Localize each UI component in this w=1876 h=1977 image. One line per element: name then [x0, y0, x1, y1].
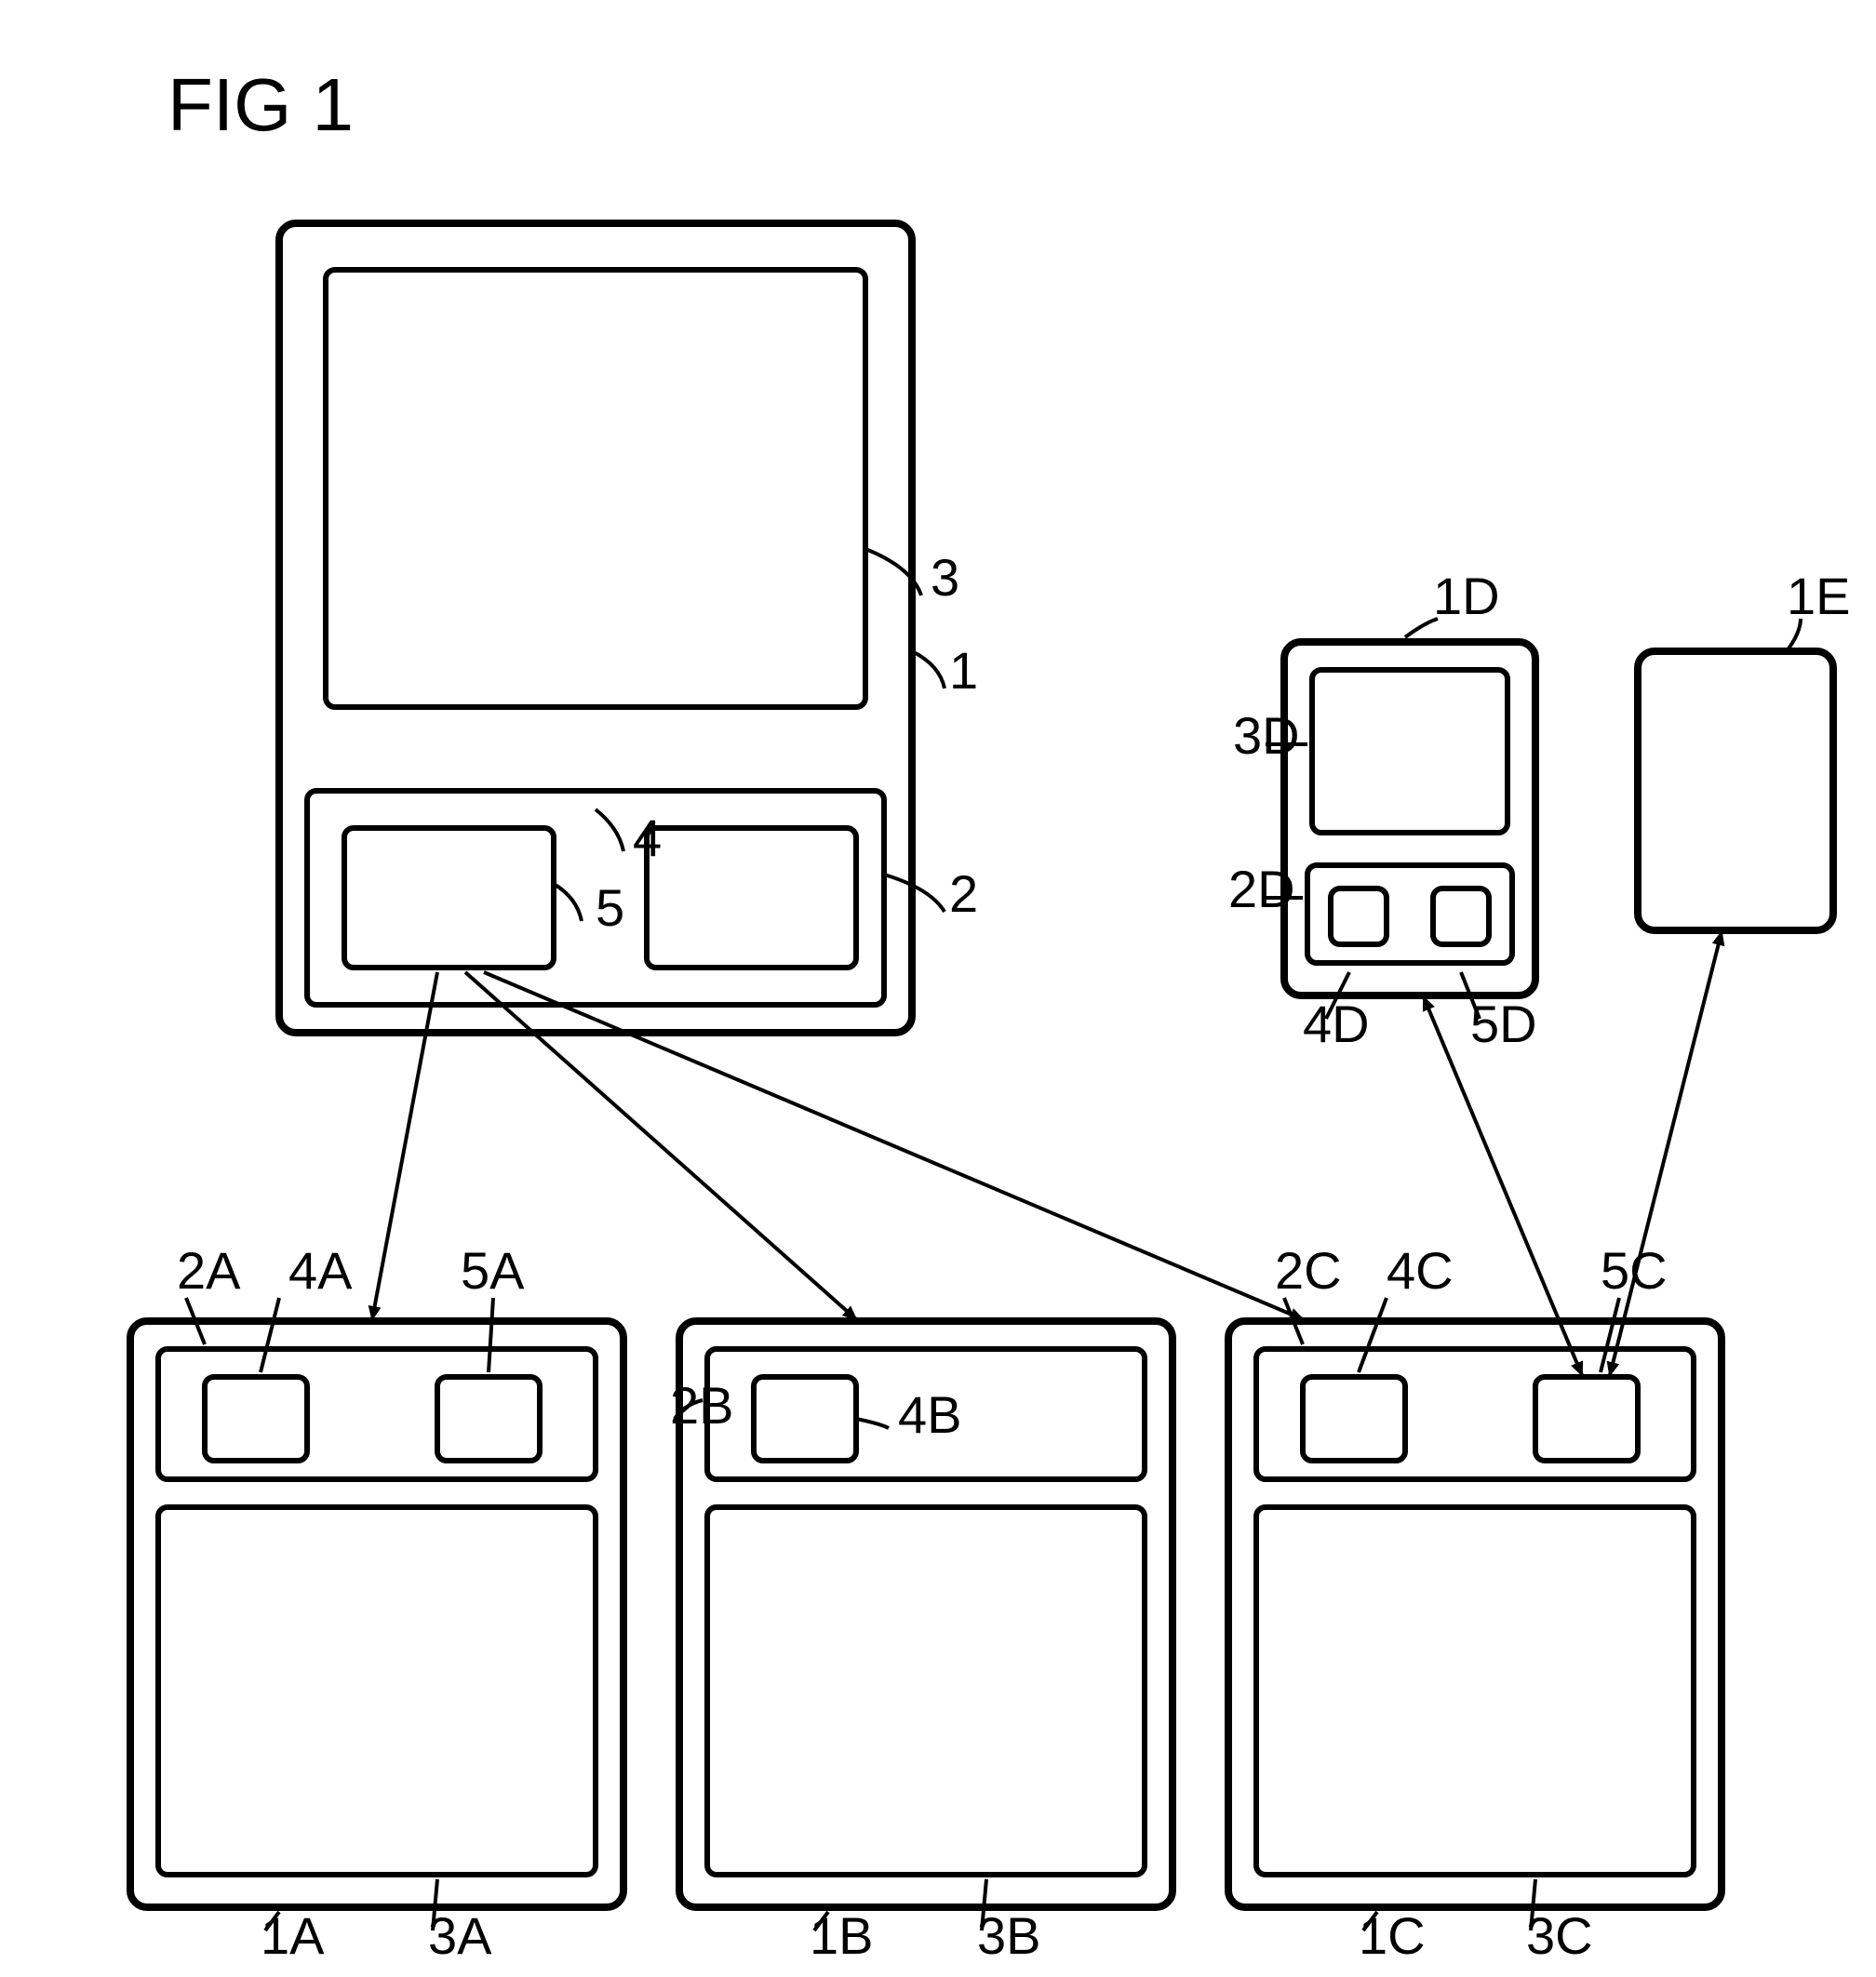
- device-c-screen: [1256, 1507, 1694, 1875]
- device-main-label-l4: 4: [633, 808, 662, 867]
- device-d-label-l3D: 3D: [1233, 706, 1300, 765]
- device-d-label-l1D: 1D: [1433, 567, 1500, 625]
- arrow-4: [1610, 932, 1722, 1375]
- device-main-screen: [326, 270, 865, 707]
- device-a-key-left: [205, 1377, 307, 1461]
- device-b-leader-r4B: [856, 1419, 889, 1428]
- device-a-label-l5A: 5A: [461, 1241, 525, 1300]
- arrow-0: [372, 972, 437, 1319]
- device-d-label-l4D: 4D: [1303, 995, 1370, 1053]
- device-a-label-l4A: 4A: [288, 1241, 353, 1300]
- device-b-label-l1B: 1B: [810, 1906, 874, 1965]
- device-c-label-l4C: 4C: [1387, 1241, 1454, 1300]
- device-c-leader-r4C: [1359, 1298, 1387, 1372]
- device-b-label-l4B: 4B: [898, 1385, 962, 1444]
- device-b-key-left: [754, 1377, 856, 1461]
- device-e-outer: [1638, 651, 1833, 930]
- boxes-layer: [130, 223, 1833, 1907]
- device-c-key-left: [1303, 1377, 1405, 1461]
- figure-diagram: FIG 1 123452A4A5A1A3A2B4B1B3B2C4C5C1C3C1…: [0, 0, 1876, 1977]
- figure-title: FIG 1: [168, 63, 354, 146]
- device-main-key-left: [344, 828, 554, 968]
- device-a-key-right: [437, 1377, 540, 1461]
- device-c-label-l5C: 5C: [1601, 1241, 1668, 1300]
- device-main-key-right: [647, 828, 856, 968]
- device-d-outer: [1284, 642, 1535, 995]
- device-e-label-l1E: 1E: [1787, 567, 1851, 625]
- device-d-key-right: [1433, 888, 1489, 944]
- device-c-leader-r5C: [1601, 1298, 1619, 1372]
- arrow-2: [484, 972, 1303, 1319]
- device-a-label-l1A: 1A: [261, 1906, 325, 1965]
- device-a-leader-r4A: [261, 1298, 279, 1372]
- device-main-leader-r5: [554, 884, 582, 921]
- device-main-leader-r4: [596, 809, 623, 851]
- device-b-label-l2B: 2B: [670, 1376, 734, 1435]
- device-d-screen: [1312, 670, 1508, 833]
- device-d-panel: [1307, 865, 1512, 963]
- device-d-label-l2D: 2D: [1228, 860, 1295, 918]
- device-c-key-right: [1535, 1377, 1638, 1461]
- device-d-key-left: [1331, 888, 1387, 944]
- device-d-label-l5D: 5D: [1470, 995, 1537, 1053]
- device-a-label-l2A: 2A: [177, 1241, 241, 1300]
- device-main-label-l5: 5: [596, 878, 624, 937]
- device-c-label-l3C: 3C: [1526, 1906, 1593, 1965]
- device-main-label-l1: 1: [949, 641, 978, 700]
- device-main-leader-r1: [912, 651, 945, 688]
- device-c-label-l1C: 1C: [1359, 1906, 1426, 1965]
- device-b-screen: [707, 1507, 1145, 1875]
- device-a-screen: [158, 1507, 596, 1875]
- device-a-label-l3A: 3A: [428, 1906, 492, 1965]
- device-c-label-l2C: 2C: [1275, 1241, 1342, 1300]
- device-main-label-l2: 2: [949, 864, 978, 923]
- device-a-leader-r5A: [489, 1298, 493, 1372]
- labels-layer: 1 2 3 45 2A 4A 5A 1A 3A 2B 4B 1B 3B 2C 4C 5C 1C 3C 1D 3D 2D 4…: [177, 548, 1851, 1965]
- device-b-label-l3B: 3B: [977, 1906, 1041, 1965]
- device-main-label-l3: 3: [931, 548, 959, 607]
- leaders-layer: [186, 549, 1801, 1930]
